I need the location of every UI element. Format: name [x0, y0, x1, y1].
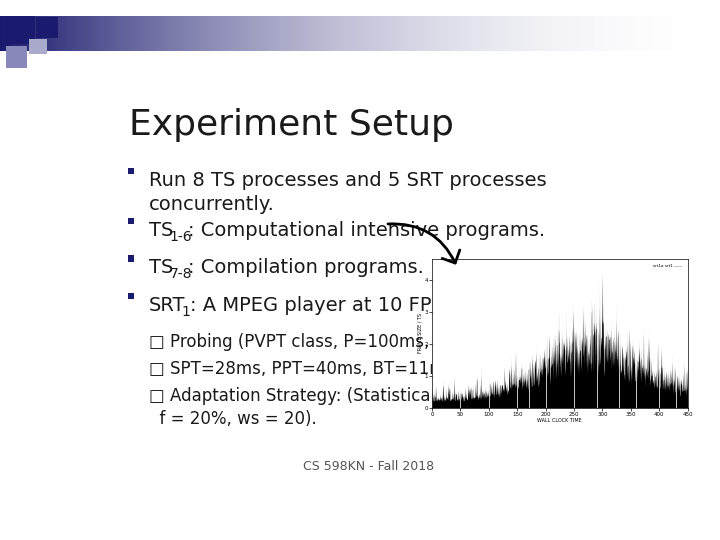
Y-axis label: FRAME SIZE / TS: FRAME SIZE / TS [418, 313, 423, 354]
Text: Experiment Setup: Experiment Setup [129, 109, 454, 143]
Text: : A MPEG player at 10 FPS.: : A MPEG player at 10 FPS. [190, 295, 451, 315]
Text: TS: TS [148, 258, 173, 277]
Bar [128, 255, 135, 262]
Bar [128, 218, 135, 225]
Text: TS: TS [148, 221, 173, 240]
Text: : Computational intensive programs.: : Computational intensive programs. [188, 221, 545, 240]
X-axis label: WALL CLOCK TIME: WALL CLOCK TIME [537, 418, 582, 423]
Text: □ Probing (PVPT class, P=100ms,: □ Probing (PVPT class, P=100ms, [148, 333, 429, 351]
Text: : Compilation programs.: : Compilation programs. [188, 258, 423, 277]
Bar [128, 168, 135, 174]
Text: Run 8 TS processes and 5 SRT processes
concurrently.: Run 8 TS processes and 5 SRT processes c… [148, 171, 546, 214]
Text: f = 20%, ws = 20).: f = 20%, ws = 20). [148, 410, 316, 428]
Bar [128, 293, 135, 299]
Text: 1: 1 [181, 305, 190, 319]
Text: □ Adaptation Strategy: (Statistical,: □ Adaptation Strategy: (Statistical, [148, 387, 440, 405]
Text: SRT: SRT [148, 295, 185, 315]
Text: CS 598KN - Fall 2018: CS 598KN - Fall 2018 [303, 460, 435, 473]
Text: 1-6: 1-6 [170, 230, 192, 244]
Text: srt1a srt1 ——: srt1a srt1 —— [653, 264, 683, 268]
Text: □ SPT=28ms, PPT=40ms, BT=11ms).: □ SPT=28ms, PPT=40ms, BT=11ms). [148, 360, 466, 378]
Text: 7-8: 7-8 [170, 267, 192, 281]
